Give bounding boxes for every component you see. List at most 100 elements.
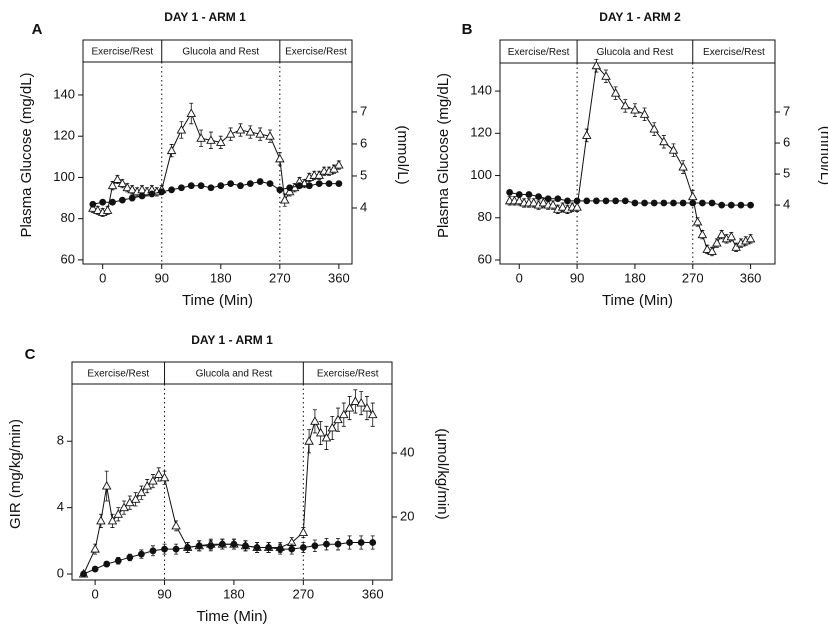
triangle-marker [356,397,366,407]
triangle-marker [687,191,698,201]
circle-marker [583,197,591,205]
triangle-marker [166,145,177,155]
x-tick-label: 90 [570,270,584,285]
phase-label: Exercise/Rest [285,47,347,58]
circle-marker [138,192,146,200]
triangle-marker [142,480,152,490]
circle-marker [207,542,215,550]
circle-marker [118,196,126,204]
triangle-marker [731,242,741,251]
triangle-marker [692,216,703,226]
circle-marker [230,540,238,548]
circle-marker [670,199,677,207]
plot-frame [499,39,776,265]
circle-marker [602,197,610,205]
triangle-marker [298,527,309,536]
y-tick-label: 140 [53,86,75,101]
x-tick-label: 0 [92,586,99,601]
y2-tick-label: 7 [783,103,790,118]
series-line [83,400,374,575]
y-tick-label: 8 [57,433,64,448]
x-tick-label: 360 [740,270,762,285]
circle-marker [137,550,145,558]
y-tick-label: 120 [53,128,75,143]
x-tick-label: 270 [269,270,291,285]
circle-marker [91,565,99,573]
circle-marker [276,545,284,553]
circle-marker [305,182,313,190]
series-line [509,64,751,253]
triangle-marker [88,203,98,212]
circle-marker [218,540,226,548]
y2-tick-label: 40 [400,445,414,460]
triangle-marker [712,237,722,247]
circle-marker [128,194,136,202]
circle-marker [357,539,365,546]
triangle-marker [279,194,290,204]
triangle-marker [122,182,133,192]
circle-marker [103,560,111,568]
x-tick-label: 180 [624,270,646,285]
triangle-marker [186,108,197,117]
phase-label: Exercise/Rest [92,47,154,58]
circle-marker [747,201,754,209]
circle-marker [311,542,319,550]
x-tick-label: 0 [99,270,106,285]
circle-marker [114,557,122,565]
y2-tick-label: 20 [400,508,414,523]
triangle-marker [284,186,295,196]
triangle-marker [112,174,123,183]
circle-marker [149,547,157,555]
phase-label: Exercise/Rest [508,47,570,58]
circle-marker [227,180,235,188]
circle-marker [592,197,600,205]
x-axis-label: Time (Min) [182,292,253,309]
circle-marker [679,199,687,207]
triangle-marker [107,515,118,525]
y2-axis-label: (μmol/kg/min) [434,428,451,519]
triangle-marker [697,229,708,239]
circle-marker [535,193,542,201]
triangle-marker [265,131,275,140]
circle-marker [168,186,175,194]
phase-label: Glucola and Rest [196,369,273,380]
triangle-marker [745,233,756,243]
y-tick-label: 120 [470,125,492,140]
circle-marker [288,545,296,553]
circle-marker [718,201,726,209]
x-tick-label: 360 [362,586,384,601]
circle-marker [256,178,264,185]
circle-marker [109,198,116,206]
circle-marker [253,544,261,551]
x-axis-label: Time (Min) [196,608,267,625]
y-axis-label: Plasma Glucose (mg/dL) [18,72,35,237]
x-tick-label: 180 [210,270,232,285]
phase-label: Exercise/Rest [87,369,149,380]
triangle-marker [92,205,103,214]
triangle-marker [538,197,549,207]
circle-marker [195,542,203,550]
x-tick-label: 180 [223,586,245,601]
panel-letter: B [462,21,473,38]
y-axis-label: GIR (mg/kg/min) [7,419,24,529]
y-tick-label: 80 [478,209,492,224]
circle-marker [99,198,107,206]
circle-marker [246,180,254,188]
y2-tick-label: 4 [783,197,790,212]
x-tick-label: 270 [292,586,314,601]
circle-marker [369,539,377,546]
plot-frame [82,39,353,265]
circle-marker [698,199,706,207]
circle-marker [689,199,697,207]
triangle-marker [668,145,679,154]
triangle-marker [196,133,206,142]
triangle-marker [678,161,688,171]
triangle-marker [136,487,147,497]
chart-title: DAY 1 - ARM 1 [164,10,246,24]
circle-marker [158,188,166,196]
triangle-marker [235,124,246,134]
triangle-marker [649,123,659,133]
y-tick-label: 0 [57,565,64,580]
triangle-marker [339,409,349,419]
